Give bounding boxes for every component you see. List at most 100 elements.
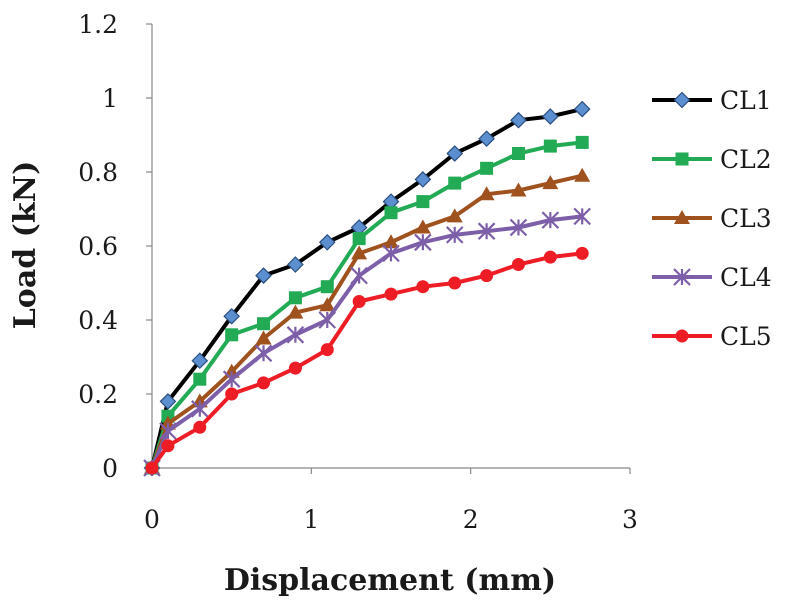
- data-point: [477, 222, 496, 240]
- data-point: [542, 175, 559, 190]
- y-axis-title: Load (kN): [8, 161, 43, 330]
- data-point: [255, 267, 272, 284]
- data-point: [573, 207, 591, 226]
- legend-entry-CL5: CL5: [652, 322, 772, 351]
- x-axis-title: Displacement (mm): [224, 563, 556, 598]
- data-point: [414, 233, 432, 252]
- legend-label: CL2: [720, 145, 772, 174]
- legend-entry-CL1: CL1: [652, 86, 772, 115]
- y-tick-label: 0.4: [78, 306, 118, 335]
- legend-entry-CL4: CL4: [652, 263, 772, 292]
- y-tick-label: 0.8: [78, 158, 118, 187]
- data-point: [222, 370, 241, 388]
- data-point: [478, 130, 495, 148]
- axes: [146, 23, 631, 474]
- legend-marker: [673, 91, 691, 109]
- data-point: [191, 352, 209, 370]
- data-point: [445, 226, 464, 244]
- data-point: [574, 167, 591, 182]
- legend-label: CL3: [720, 204, 772, 233]
- data-point: [416, 280, 430, 294]
- x-tick-labels: 0 1 2 3: [144, 505, 638, 534]
- data-point: [575, 135, 589, 149]
- data-point: [384, 287, 398, 301]
- data-point: [414, 171, 432, 188]
- data-point: [287, 304, 304, 319]
- y-tick-label: 0: [102, 454, 118, 483]
- data-point: [159, 422, 177, 440]
- legend: CL1 CL2 CL3 CL4 CL5: [652, 86, 772, 351]
- data-point: [257, 376, 271, 390]
- x-tick-label: 1: [303, 505, 319, 534]
- data-point: [191, 400, 209, 418]
- data-point: [288, 361, 302, 375]
- data-point: [225, 328, 239, 342]
- y-tick-labels: 0 0.2 0.4 0.6 0.8 1 1.2: [78, 10, 118, 483]
- legend-marker: [673, 268, 691, 286]
- data-point: [145, 461, 159, 475]
- legend-label: CL5: [720, 322, 772, 351]
- data-point: [510, 111, 527, 129]
- data-point: [350, 266, 368, 285]
- x-tick-label: 0: [144, 505, 160, 534]
- data-point: [448, 176, 462, 190]
- data-point: [509, 218, 528, 237]
- data-point: [543, 250, 557, 264]
- legend-entry-CL2: CL2: [652, 145, 772, 174]
- series-line: [150, 251, 583, 470]
- data-point: [384, 206, 398, 220]
- data-point: [510, 182, 527, 197]
- data-point: [320, 280, 334, 294]
- data-point: [159, 393, 177, 410]
- data-point: [257, 317, 271, 331]
- data-point: [193, 372, 207, 386]
- data-point: [286, 326, 305, 344]
- data-point: [511, 258, 525, 271]
- data-point: [161, 439, 175, 453]
- y-tick-label: 0.6: [78, 232, 118, 261]
- y-tick-label: 1.2: [78, 10, 118, 39]
- series-line: [150, 214, 583, 469]
- y-tick-label: 0.2: [78, 380, 118, 409]
- data-point: [382, 244, 400, 263]
- series-CL1: [143, 100, 591, 477]
- x-tick-label: 3: [622, 505, 638, 534]
- legend-marker: [675, 329, 689, 343]
- data-point: [352, 232, 366, 246]
- series-CL2: [145, 135, 589, 475]
- data-point: [448, 276, 462, 290]
- legend-marker: [674, 210, 690, 224]
- series-CL5: [145, 246, 589, 475]
- data-point: [288, 291, 302, 305]
- data-point: [446, 145, 464, 162]
- data-point: [254, 344, 273, 363]
- data-point: [319, 297, 336, 312]
- data-point: [446, 208, 463, 223]
- data-point: [541, 211, 560, 229]
- data-point: [416, 195, 430, 209]
- data-point: [318, 233, 336, 251]
- data-point: [193, 420, 207, 434]
- data-point: [543, 139, 557, 153]
- data-point: [320, 343, 334, 357]
- data-point: [255, 330, 272, 345]
- data-point: [575, 246, 589, 260]
- data-point: [352, 295, 366, 308]
- data-point: [573, 100, 591, 118]
- legend-label: CL1: [720, 86, 772, 115]
- plot-area: [143, 100, 591, 477]
- series-CL3: [144, 167, 591, 474]
- data-point: [480, 161, 494, 175]
- series-line: [150, 107, 583, 469]
- data-point: [223, 307, 241, 325]
- data-point: [225, 387, 239, 401]
- series-CL4: [143, 207, 591, 477]
- x-tick-label: 2: [463, 505, 479, 534]
- data-point: [414, 219, 431, 234]
- legend-label: CL4: [720, 263, 772, 292]
- data-point: [478, 186, 495, 201]
- y-tick-label: 1: [102, 84, 118, 113]
- data-point: [351, 245, 368, 260]
- legend-entry-CL3: CL3: [652, 204, 772, 233]
